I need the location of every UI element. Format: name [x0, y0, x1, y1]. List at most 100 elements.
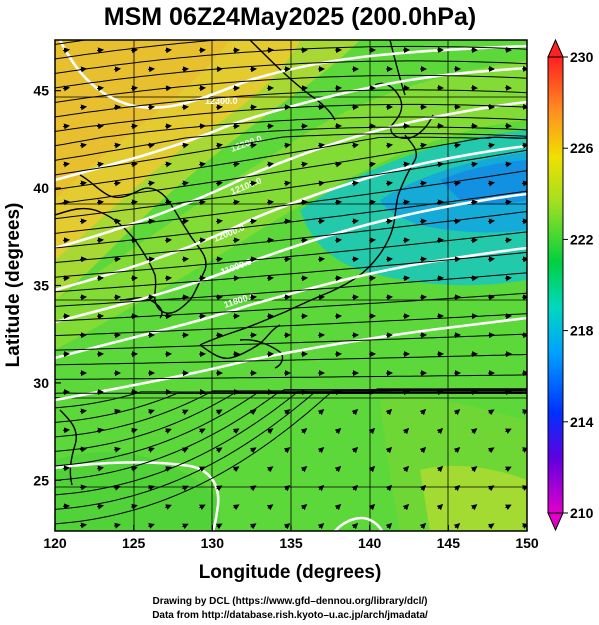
- wind-arrow-icon: [249, 256, 257, 263]
- wind-arrow-icon: [164, 275, 172, 282]
- wind-arrow-icon: [521, 218, 527, 225]
- streamline: [55, 210, 527, 264]
- wind-arrow-icon: [470, 275, 478, 282]
- wind-arrow-icon: [215, 218, 223, 225]
- wind-arrow-icon: [232, 504, 240, 511]
- wind-arrow-icon: [147, 66, 155, 73]
- colorbar-min-arrow-icon: [547, 512, 564, 532]
- wind-arrow-icon: [300, 275, 308, 282]
- wind-arrow-icon: [198, 466, 206, 473]
- y-tick-label: 45: [33, 83, 49, 99]
- wind-arrow-icon: [386, 142, 393, 149]
- wind-arrow-icon: [198, 237, 206, 244]
- wind-arrow-icon: [385, 180, 393, 187]
- wind-arrow-icon: [198, 504, 206, 511]
- streamline: [55, 388, 527, 394]
- wind-arrow-icon: [487, 485, 495, 492]
- wind-arrow-icon: [402, 199, 410, 206]
- wind-arrow-icon: [403, 161, 410, 168]
- wind-arrow-icon: [164, 123, 172, 130]
- wind-arrow-icon: [471, 161, 478, 168]
- wind-arrow-icon: [385, 446, 393, 454]
- wind-arrow-icon: [79, 484, 87, 491]
- wind-arrow-icon: [504, 504, 512, 511]
- x-axis-label: Longitude (degrees): [199, 562, 382, 583]
- wind-arrow-icon: [385, 522, 393, 530]
- wind-arrow-icon: [181, 104, 189, 111]
- wind-arrow-icon: [419, 256, 427, 263]
- wind-arrow-icon: [436, 465, 444, 473]
- wind-arrow-icon: [317, 447, 325, 454]
- wind-arrow-icon: [182, 485, 189, 492]
- wind-arrow-icon: [62, 199, 70, 206]
- streamline: [55, 136, 527, 191]
- streamline: [55, 392, 527, 510]
- wind-arrow-icon: [521, 256, 527, 263]
- wind-arrow-icon: [334, 503, 342, 511]
- wind-arrow-icon: [334, 465, 342, 473]
- wind-arrow-icon: [148, 485, 155, 491]
- wind-arrow-icon: [164, 199, 172, 206]
- wind-arrow-icon: [62, 465, 70, 472]
- streamline: [55, 272, 527, 307]
- credit-drawing: Drawing by DCL (https://www.gfd–dennou.o…: [152, 596, 427, 607]
- wind-arrow-icon: [165, 161, 172, 168]
- wind-arrow-icon: [113, 104, 121, 111]
- wind-streamlines: [55, 40, 527, 530]
- wind-arrow-icon: [300, 199, 308, 206]
- wind-arrow-icon: [215, 66, 223, 73]
- wind-arrow-icon: [317, 485, 325, 492]
- wind-arrow-icon: [79, 104, 87, 111]
- wind-arrow-icon: [97, 161, 104, 168]
- wind-arrow-icon: [420, 142, 427, 149]
- wind-arrow-icon: [301, 161, 308, 168]
- colorbar-max-arrow-icon: [547, 38, 564, 58]
- colorbar-tick-label: 230: [570, 49, 594, 65]
- streamline: [55, 390, 527, 496]
- wind-arrow-icon: [283, 218, 291, 225]
- wind-arrow-icon: [79, 446, 87, 453]
- wind-arrow-icon: [249, 180, 257, 187]
- wind-arrow-icon: [114, 142, 121, 149]
- wind-arrow-icon: [147, 256, 155, 263]
- contour-label: 12300.0: [205, 96, 238, 106]
- wind-arrow-icon: [351, 218, 359, 225]
- wind-arrow-icon: [351, 484, 359, 492]
- wind-arrow-icon: [487, 409, 495, 416]
- wind-arrow-icon: [487, 447, 495, 454]
- wind-arrow-icon: [165, 428, 172, 434]
- wind-arrow-icon: [148, 409, 155, 415]
- wind-arrow-icon: [317, 180, 325, 187]
- wind-arrow-icon: [521, 180, 527, 187]
- wind-arrow-icon: [198, 47, 206, 54]
- wind-arrow-icon: [164, 47, 172, 54]
- wind-arrow-icon: [266, 199, 274, 206]
- wind-arrow-icon: [130, 237, 138, 244]
- streamline: [55, 60, 527, 89]
- wind-arrow-icon: [487, 180, 495, 187]
- wind-arrow-icon: [436, 503, 444, 511]
- wind-arrow-icon: [351, 256, 359, 263]
- wind-arrow-icon: [130, 123, 138, 130]
- wind-arrow-icon: [147, 180, 155, 187]
- wind-arrow-icon: [97, 465, 104, 472]
- wind-arrow-icon: [368, 275, 376, 282]
- wind-arrow-icon: [300, 504, 308, 511]
- temperature-field: 12300.0 12200.0 12100.0 12000.0 11900.0 …: [55, 40, 527, 531]
- colorbar-tick-label: 218: [570, 323, 594, 339]
- wind-arrow-icon: [131, 161, 138, 168]
- colorbar-tick-label: 222: [570, 231, 594, 247]
- streamline: [55, 45, 527, 74]
- wind-arrow-icon: [453, 256, 461, 263]
- y-axis-label: Latitude (degrees): [3, 203, 24, 368]
- streamline: [55, 132, 527, 176]
- wind-arrow-icon: [470, 237, 478, 244]
- wind-arrow-icon: [385, 484, 393, 492]
- wind-arrow-icon: [113, 66, 121, 73]
- wind-arrow-icon: [504, 428, 512, 435]
- wind-arrow-icon: [266, 504, 274, 511]
- wind-arrow-icon: [505, 161, 512, 168]
- wind-arrow-icon: [504, 275, 512, 282]
- wind-arrow-icon: [215, 409, 223, 416]
- wind-arrow-icon: [436, 237, 444, 244]
